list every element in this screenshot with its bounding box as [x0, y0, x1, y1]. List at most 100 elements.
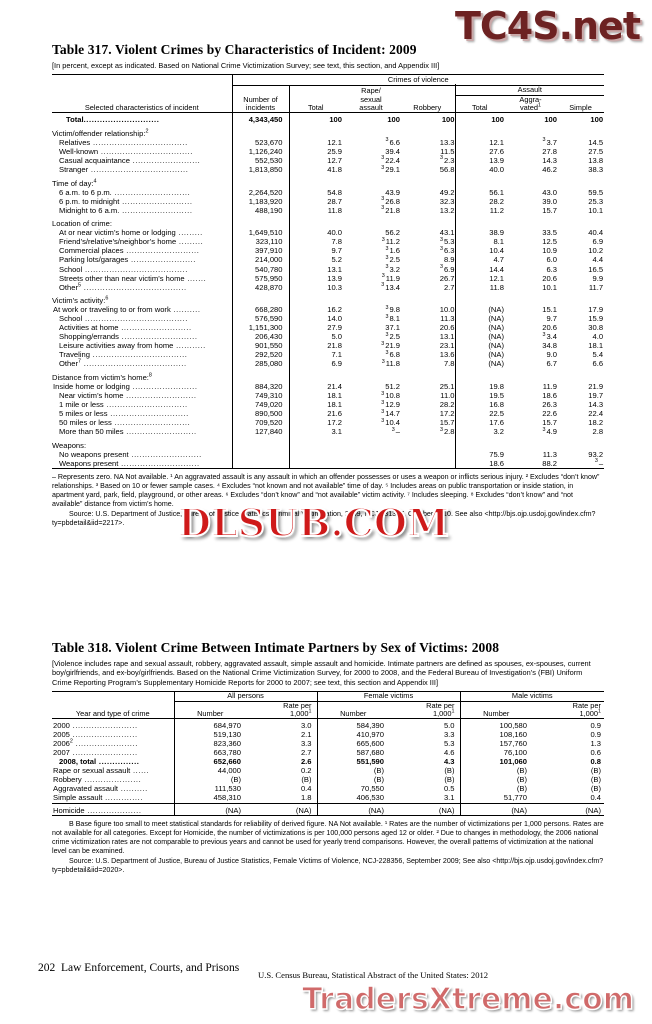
cell-value: 587,680 [316, 748, 389, 758]
cell-value: 26.7 [439, 273, 455, 283]
cell-value: (B) [590, 766, 601, 776]
cell-value: 34.8 [542, 341, 557, 351]
cell-value: 18.6 [454, 458, 504, 469]
cell-value: 3.1 [443, 793, 455, 803]
cell-value: (NA) [459, 802, 532, 816]
total-row-total: 100 [288, 112, 342, 125]
cell-value: 20.6 [542, 323, 557, 333]
cell-value: 10.2 [588, 246, 604, 256]
cell-value: 10.1 [588, 205, 604, 215]
footnote-marker: 3 [385, 349, 389, 356]
row-label: 6 p.m. to midnight .....................… [59, 196, 193, 206]
row-label: 20062 ....................... [53, 738, 138, 749]
cell-value: 5.3 [443, 739, 455, 749]
cell-value [342, 459, 400, 469]
cell-value: 310.8 [381, 390, 400, 401]
group-heading-row: Distance from victim’s home:8 [52, 372, 605, 383]
cell-value: (NA) [454, 350, 504, 360]
col-aggravated-line2: vated [519, 103, 539, 112]
leader-dots: ................................... [89, 350, 188, 360]
cell-value: 749,310 [231, 391, 289, 401]
cell-value: 2.7 [300, 748, 312, 758]
table-row: 2005 ........................ 519,130 2.1 4… [52, 730, 604, 740]
cell-value: 13.3 [439, 137, 455, 147]
row-label: School .................................… [59, 314, 188, 324]
cell-value: 17.9 [588, 305, 604, 315]
cell-value: 10.9 [542, 246, 557, 256]
footnote-marker: 7 [78, 358, 81, 365]
cell-value: 10.3 [288, 282, 342, 292]
cell-value: 2.7 [443, 282, 455, 292]
cell-value: 709,520 [231, 418, 289, 428]
col-assault-total: Total [454, 95, 504, 113]
cell-value: 21.9 [588, 382, 604, 392]
cell-value: 17.6 [454, 418, 504, 428]
leader-dots: ...................................... [82, 314, 188, 324]
cell-value: 36.3 [439, 245, 455, 256]
row-spacer [52, 368, 605, 374]
cell-value: (NA) [454, 359, 504, 369]
table-row: Inside home or lodging .................… [52, 382, 604, 392]
col-simple: Simple [569, 103, 592, 112]
cell-value: 13.1 [439, 332, 455, 342]
cell-value: 14.0 [288, 314, 342, 324]
cell-value: 11.8 [288, 205, 342, 215]
leader-dots: .......................... [123, 427, 197, 437]
cell-value: 14.4 [454, 264, 504, 274]
cell-value: 108,160 [459, 730, 532, 740]
cell-value: 9.9 [592, 273, 604, 283]
col-number-line1: Number of [243, 94, 278, 104]
t318-src-italic: Female Victims of Violence [273, 856, 359, 865]
cell-value: 311.8 [381, 358, 400, 369]
cell-value: 7.8 [288, 237, 342, 247]
cell-value: (NA) [389, 802, 460, 816]
cell-value: 33.2 [385, 263, 400, 274]
cell-value: 15.7 [542, 418, 557, 428]
footnote-marker: 8 [148, 372, 152, 379]
cell-value: 26.3 [542, 400, 557, 410]
table-row: Traveling ..............................… [52, 349, 604, 360]
cell-value: 10.4 [454, 246, 504, 256]
footnote-marker: 2 [145, 128, 149, 135]
cell-value: 36.6 [385, 137, 400, 147]
t318-col-rate-male-l1: Rate per [572, 700, 601, 710]
t317-src-suffix: , NCJ 231327, October 2010. See also <ht… [52, 510, 596, 528]
leader-dots: .......................... [128, 449, 202, 459]
row-label: 2008, total ............... [59, 757, 140, 767]
footnote-marker: 3 [385, 304, 389, 311]
cell-value: (B) [459, 784, 532, 794]
row-label: Aggravated assault .......... [53, 784, 148, 794]
cell-value: 16.5 [588, 264, 604, 274]
cell-value: 36.8 [385, 349, 400, 360]
cell-value: 9.7 [288, 246, 342, 256]
cell-value: 28.7 [288, 196, 342, 206]
cell-value: 10.1 [542, 282, 557, 292]
cell-value: 28.2 [454, 196, 504, 206]
leader-dots: ...................................... [82, 264, 188, 274]
cell-value: 13.6 [439, 350, 455, 360]
group-heading-row: Time of day:4 [52, 178, 605, 188]
table-row: Aggravated assault .......... 111,530 0.4 7… [52, 784, 604, 794]
leader-dots: ........................ [69, 748, 138, 758]
cell-value: 51.2 [385, 382, 400, 392]
cell-value: (NA) [454, 341, 504, 351]
cell-value: 30.8 [588, 323, 604, 333]
cell-value: 1,813,850 [231, 165, 289, 175]
cell-value: 10.0 [439, 305, 455, 315]
cell-value: 25.1 [439, 382, 455, 392]
cell-value: 111,530 [173, 784, 246, 794]
cell-value: 663,780 [173, 748, 246, 758]
leader-dots: ............................. [107, 409, 189, 419]
cell-value: 488,190 [231, 205, 289, 215]
cell-value [342, 450, 400, 459]
cell-value: 100,580 [459, 718, 532, 731]
footnote-marker: 3 [385, 254, 389, 261]
cell-value: 0.9 [532, 718, 604, 731]
cell-value: 15.1 [542, 305, 557, 315]
footnote-marker: 3 [381, 358, 385, 365]
table-318: Year and type of crime All persons Femal… [52, 691, 604, 817]
table-318-spanner-female: Female victims [316, 691, 460, 702]
group-heading: Victim’s activity:6 [52, 295, 109, 306]
cell-value: 40.0 [288, 228, 342, 238]
table-row: 2008, total ............... 652,660 2.6 551… [52, 757, 604, 767]
